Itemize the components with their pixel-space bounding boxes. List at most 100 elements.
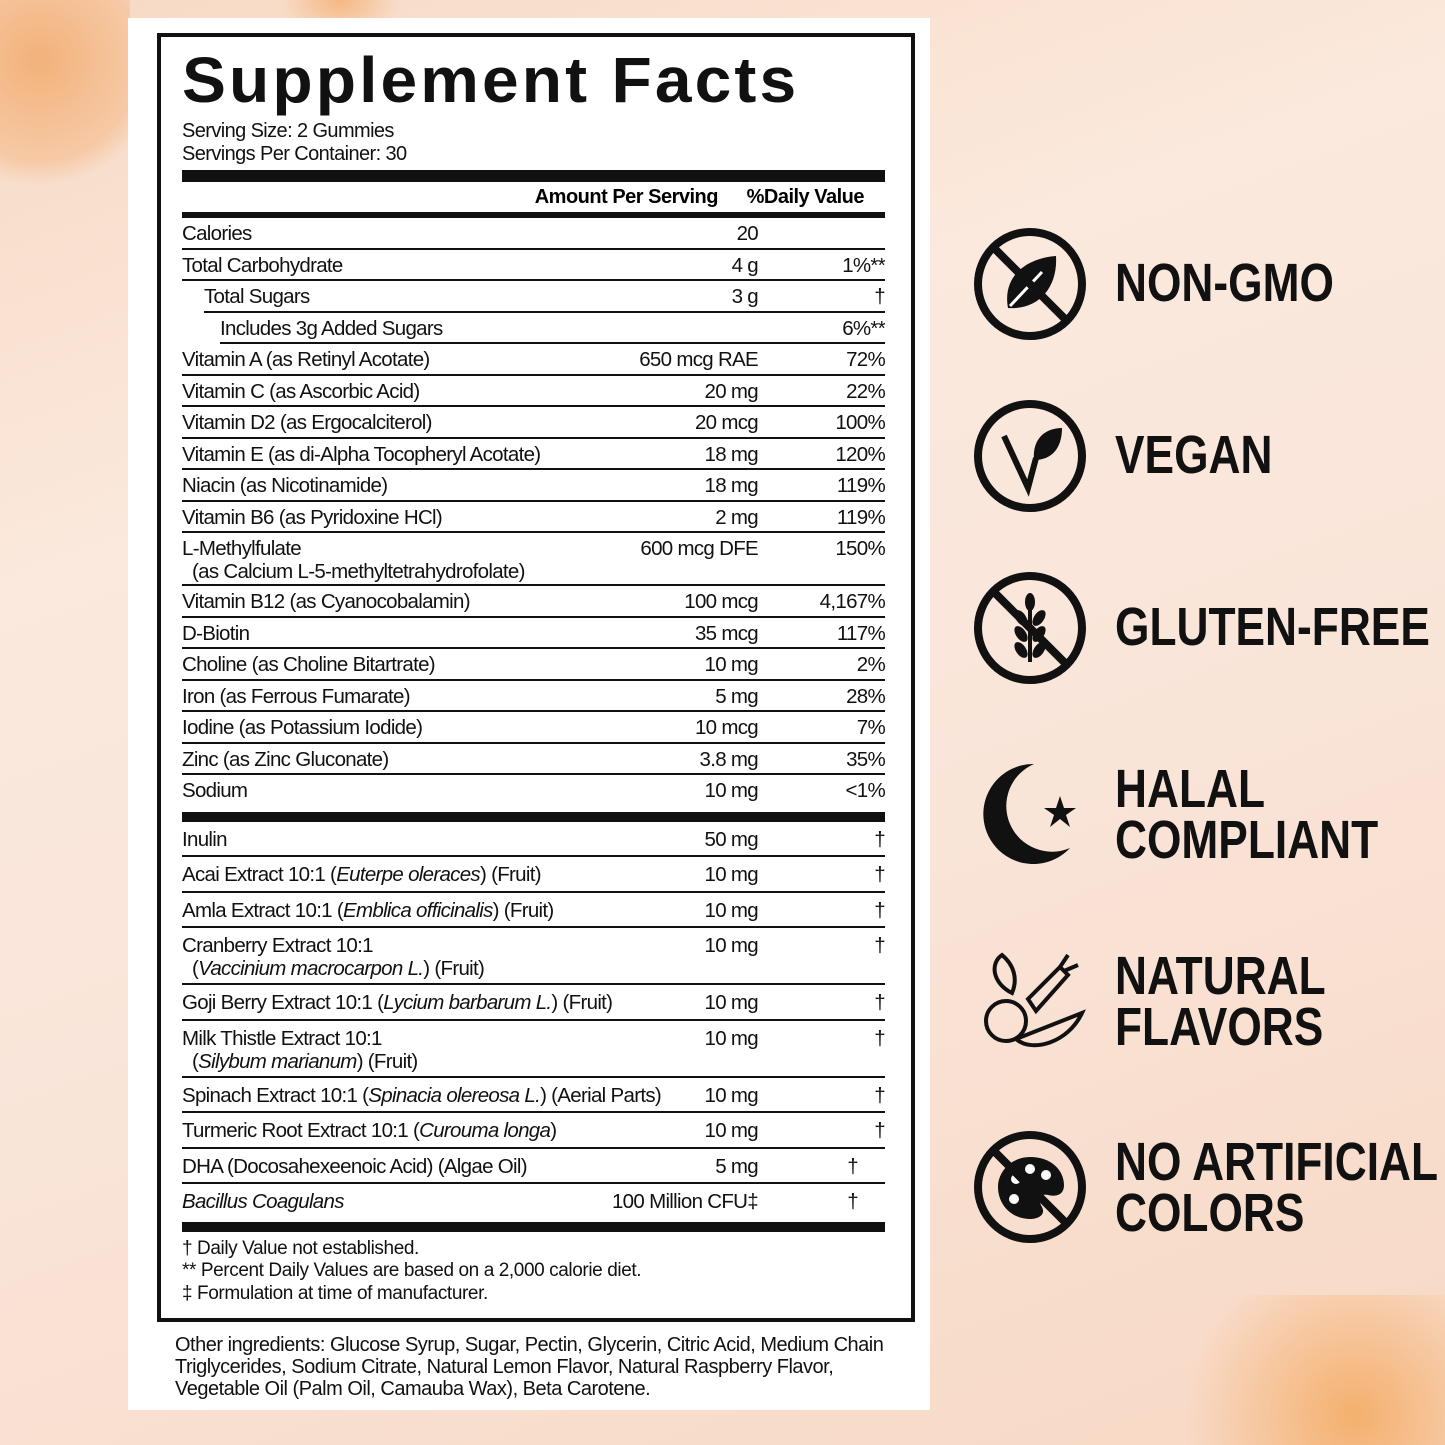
row-name: Iron (as Ferrous Fumarate) — [182, 685, 698, 711]
badge-non-gmo: NON-GMO — [972, 226, 1334, 342]
table-row: Cranberry Extract 10:1 (Vaccinium macroca… — [182, 928, 885, 985]
table-row: DHA (Docosahexeenoic Acid) (Algae Oil) 5 … — [182, 1149, 885, 1184]
row-daily-value: 2% — [856, 653, 885, 676]
name-text: ) (Fruit) — [356, 1049, 419, 1073]
table-row: Niacin (as Nicotinamide) 18 mg 119% — [182, 470, 885, 502]
name-text: Amla Extract 10:1 ( — [182, 898, 344, 922]
table-row: Vitamin B12 (as Cyanocobalamin) 100 mcg 4,… — [182, 586, 885, 618]
row-daily-value: 120% — [835, 442, 885, 466]
row-name: Vitamin A (as Retinyl Acotate) — [182, 348, 633, 374]
row-daily-value: † — [847, 1190, 858, 1213]
row-daily-value: 6%** — [842, 316, 885, 340]
row-name: Vitamin B6 (as Pyridoxine HCl) — [182, 506, 698, 532]
badge-label-line: NO ARTIFICIAL — [1115, 1132, 1439, 1192]
table-row: Vitamin C (as Ascorbic Acid) 20 mg 22% — [182, 376, 885, 407]
row-daily-value: <1% — [845, 779, 885, 802]
table-row: Turmeric Root Extract 10:1 (Curouma long… — [182, 1113, 885, 1149]
name-text: Vitamin B6 (as Pyridoxine HCl) — [182, 505, 443, 529]
badge-label-line: COMPLIANT — [1115, 810, 1379, 870]
row-name: Choline (as Choline Bitartrate) — [182, 653, 698, 679]
footnote: † Daily Value not established. — [182, 1237, 419, 1259]
label-title: Supplement Facts — [182, 44, 800, 116]
other-ingredients: Other ingredients: Glucose Syrup, Sugar,… — [175, 1334, 884, 1400]
row-daily-value: † — [874, 1026, 885, 1050]
row-daily-value: † — [874, 827, 885, 851]
row-daily-value: † — [874, 898, 885, 922]
row-amount: 5 mg — [715, 684, 758, 708]
row-amount: 10 mg — [704, 1026, 759, 1050]
badge-label-line: GLUTEN-FREE — [1115, 597, 1430, 657]
row-daily-value: 4,167% — [819, 590, 885, 613]
no-wheat-icon — [974, 572, 1086, 684]
row-name: Cranberry Extract 10:1 (Vaccinium macroca… — [182, 934, 698, 983]
footnote: ‡ Formulation at time of manufacturer. — [182, 1282, 488, 1304]
name-text: Iodine (as Potassium Iodide) — [182, 716, 423, 739]
name-text: ( — [192, 957, 199, 980]
row-name: Turmeric Root Extract 10:1 (Curouma long… — [182, 1119, 698, 1147]
column-headers: Amount Per Serving %Daily Value — [182, 182, 885, 218]
name-text: ) (Fruit) — [551, 991, 613, 1014]
row-name: Spinach Extract 10:1 (Spinacia olereosa … — [182, 1084, 698, 1112]
ingredient-table: Inulin 50 mg † Acai Extract 10:1 (Euterpe o… — [182, 822, 885, 1220]
scientific-name: Vaccinium macrocarpon L. — [198, 957, 424, 980]
name-text: Total Carbohydrate — [182, 253, 343, 277]
row-name: Bacillus Coagulans — [182, 1190, 606, 1220]
table-row: Total Carbohydrate 4 g 1%** — [182, 250, 885, 281]
table-row: Amla Extract 10:1 (Emblica officinalis) … — [182, 893, 885, 928]
table-row: Spinach Extract 10:1 (Spinacia olereosa … — [182, 1078, 885, 1113]
row-daily-value: 28% — [846, 684, 885, 708]
badge-label-line: HALAL — [1115, 759, 1266, 819]
row-amount: 50 mg — [704, 827, 759, 851]
badge-label-line: NATURAL — [1115, 946, 1326, 1006]
dv-header: %Daily Value — [746, 185, 865, 208]
badge-label-line: FLAVORS — [1115, 997, 1324, 1057]
row-name: Sodium — [182, 779, 698, 807]
row-amount: 10 mg — [704, 1119, 759, 1142]
row-amount: 600 mcg DFE — [640, 537, 758, 560]
name-text: DHA (Docosahexeenoic Acid) (Algae Oil) — [182, 1154, 528, 1178]
name-text: ) — [550, 1119, 557, 1142]
footnote: ** Percent Daily Values are based on a 2… — [182, 1260, 642, 1281]
servings-per-container: Servings Per Container: 30 — [182, 143, 407, 165]
badge-label: NATURAL FLAVORS — [1115, 946, 1326, 1057]
table-row: Vitamin D2 (as Ergocalciterol) 20 mcg 100% — [182, 407, 885, 439]
table-row: Vitamin B6 (as Pyridoxine HCl) 2 mg 119% — [182, 502, 885, 533]
name-text: Niacin (as Nicotinamide) — [182, 474, 388, 497]
name-text: Acai Extract 10:1 ( — [182, 863, 337, 886]
table-row: Acai Extract 10:1 (Euterpe oleraces) (Fr… — [182, 857, 885, 893]
name-text: Turmeric Root Extract 10:1 ( — [182, 1119, 420, 1142]
serving-size: Serving Size: 2 Gummies — [182, 120, 394, 142]
row-name: Vitamin E (as di-Alpha Tocopheryl Acotat… — [182, 443, 698, 469]
name-text: Calories — [182, 222, 252, 245]
row-name: Iodine (as Potassium Iodide) — [182, 716, 689, 742]
table-row: Includes 3g Added Sugars 6%** — [220, 313, 885, 344]
table-row: D-Biotin 35 mcg 117% — [182, 618, 885, 649]
row-daily-value: 22% — [846, 379, 885, 403]
vegan-v-leaf-icon — [974, 400, 1086, 512]
table-row: Choline (as Choline Bitartrate) 10 mg 2% — [182, 649, 885, 681]
supplement-facts-label: Supplement Facts Serving Size: 2 Gummies… — [157, 33, 915, 1322]
table-row: Zinc (as Zinc Gluconate) 3.8 mg 35% — [182, 744, 885, 775]
divider-thick — [182, 811, 885, 822]
name-text: Sodium — [182, 779, 248, 802]
row-amount: 35 mcg — [694, 621, 759, 645]
row-name: Vitamin C (as Ascorbic Acid) — [182, 380, 698, 406]
scientific-name: Emblica officinalis — [343, 898, 493, 922]
row-amount: 100 mcg — [684, 590, 758, 613]
footnotes: † Daily Value not established. ** Percent… — [182, 1238, 885, 1306]
supplement-panel: Supplement Facts Serving Size: 2 Gummies… — [128, 18, 930, 1410]
scientific-name: Spinacia olereosa L. — [368, 1083, 541, 1107]
badge-label-line: NON-GMO — [1115, 253, 1334, 313]
row-daily-value: † — [874, 1119, 885, 1142]
divider-thick — [182, 170, 885, 182]
name-text: Vitamin A (as Retinyl Acotate) — [182, 348, 430, 371]
badge-vegan: VEGAN — [972, 398, 1272, 514]
row-daily-value: 150% — [835, 537, 885, 560]
scientific-name: Lycium barbarum L. — [383, 991, 552, 1014]
row-amount: 10 mg — [704, 779, 759, 802]
badge-gluten-free: GLUTEN-FREE — [972, 570, 1430, 686]
scientific-name: Silybum marianum — [198, 1049, 357, 1073]
table-row: Total Sugars 3 g † — [204, 281, 885, 313]
row-daily-value: 119% — [836, 505, 885, 529]
table-row: Vitamin E (as di-Alpha Tocopheryl Acotat… — [182, 439, 885, 470]
